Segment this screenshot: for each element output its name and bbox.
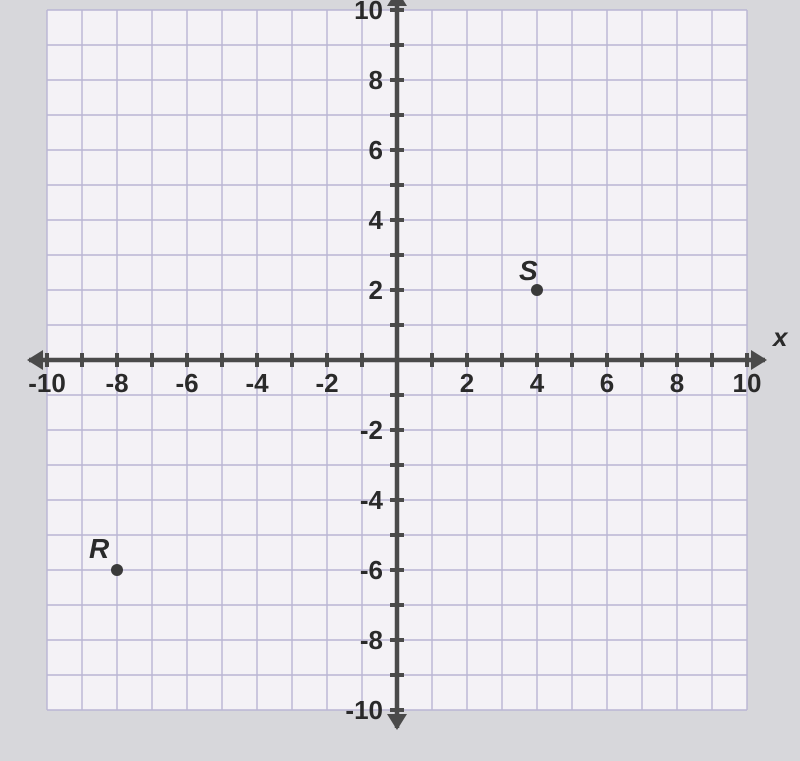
x-tick-label: -6 (175, 368, 198, 398)
x-tick-label: -10 (28, 368, 66, 398)
x-tick-label: 10 (733, 368, 762, 398)
x-tick-label: 8 (670, 368, 684, 398)
coordinate-grid-chart: xy-10-8-6-4-2246810108642-2-4-6-8-10RS (0, 0, 800, 761)
point-label-S: S (519, 255, 538, 286)
y-tick-label: -8 (360, 625, 383, 655)
y-tick-label: 8 (369, 65, 383, 95)
y-tick-label: 6 (369, 135, 383, 165)
y-tick-label: 4 (369, 205, 384, 235)
y-tick-label: 2 (369, 275, 383, 305)
y-tick-label: -4 (360, 485, 384, 515)
y-tick-label: -2 (360, 415, 383, 445)
point-label-R: R (89, 533, 110, 564)
x-axis-name: x (771, 322, 789, 352)
x-tick-label: 6 (600, 368, 614, 398)
x-tick-label: 4 (530, 368, 545, 398)
y-tick-label: 10 (354, 0, 383, 25)
x-tick-label: -2 (315, 368, 338, 398)
y-tick-label: -6 (360, 555, 383, 585)
point-R (111, 564, 123, 576)
y-tick-label: -10 (345, 695, 383, 725)
x-tick-label: -8 (105, 368, 128, 398)
x-tick-label: -4 (245, 368, 269, 398)
x-tick-label: 2 (460, 368, 474, 398)
